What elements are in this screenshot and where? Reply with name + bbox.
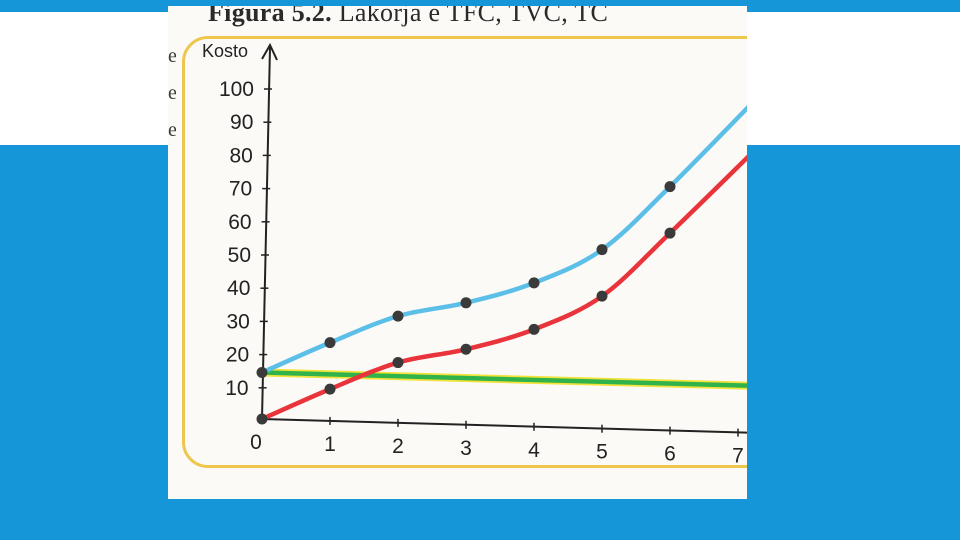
x-tick-label: 2	[392, 435, 404, 458]
scanned-figure: Figura 5.2. Lakorja e TFC, TVC, TC e e e…	[168, 6, 747, 499]
cost-curves-chart: Kosto 10 20 30 40 50 60 70 80 90 100 0 1 2 3 4 5 6 7	[202, 41, 747, 468]
y-axis-arrow	[261, 42, 278, 61]
data-point	[324, 337, 336, 349]
data-point	[664, 181, 676, 193]
data-point	[596, 290, 608, 302]
x-tick-label: 5	[596, 441, 608, 464]
y-tick-label: 70	[229, 178, 252, 201]
margin-text: e e e	[168, 38, 176, 149]
data-point	[528, 323, 540, 335]
figure-number: Figura 5.2.	[208, 6, 332, 27]
y-axis	[261, 46, 271, 420]
figure-caption: Lakorja e TFC, TVC, TC	[338, 6, 609, 27]
data-point	[664, 227, 676, 239]
data-point	[392, 357, 404, 369]
series-line	[259, 105, 747, 375]
data-point	[324, 383, 336, 395]
y-tick-label: 80	[229, 144, 252, 167]
data-point	[596, 244, 608, 256]
margin-fragment: e	[168, 45, 176, 67]
y-tick-label: 30	[226, 310, 249, 333]
y-axis-label: Kosto	[202, 41, 248, 61]
x-tick-label: 0	[250, 431, 262, 454]
y-tick-label: 10	[225, 377, 248, 400]
data-point	[256, 367, 268, 379]
y-tick-label: 100	[219, 78, 254, 101]
y-tick-label: 50	[228, 244, 251, 267]
figure-frame	[182, 36, 747, 468]
x-tick-label: 3	[460, 437, 472, 460]
data-point	[460, 343, 472, 355]
x-tick-label: 6	[664, 443, 676, 466]
margin-fragment: e	[168, 82, 176, 104]
x-axis	[261, 418, 747, 434]
x-tick-label: 7	[732, 445, 744, 468]
y-tick-label: 40	[227, 277, 250, 300]
margin-fragment: e	[168, 119, 176, 141]
data-point	[392, 310, 404, 322]
x-tick-label: 1	[324, 433, 336, 456]
series-line	[259, 370, 747, 388]
y-tick-label: 20	[226, 344, 249, 367]
y-tick-label: 90	[230, 111, 253, 134]
y-tick-label: 60	[228, 211, 251, 234]
figure-title: Figura 5.2. Lakorja e TFC, TVC, TC	[208, 6, 608, 28]
data-point	[256, 413, 268, 425]
data-point	[528, 277, 540, 289]
x-tick-label: 4	[528, 439, 540, 462]
data-point	[460, 297, 472, 309]
